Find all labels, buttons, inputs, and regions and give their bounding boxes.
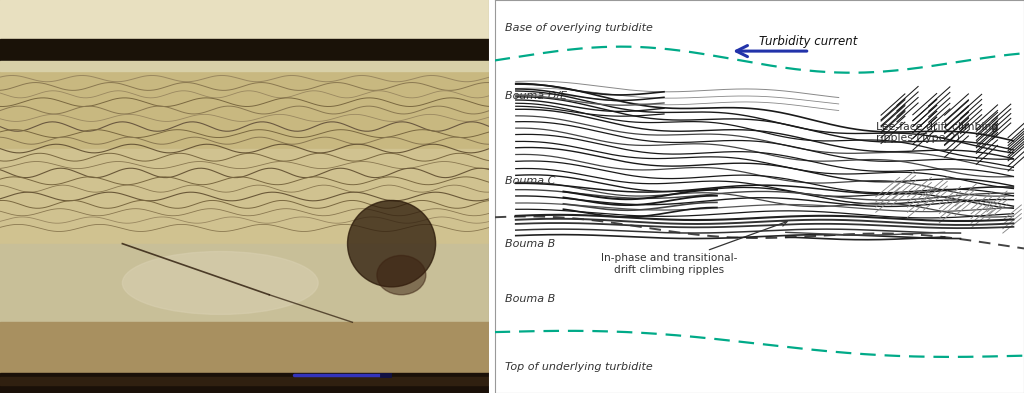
- Bar: [0, 322, 489, 373]
- Text: Base of overlying turbidite: Base of overlying turbidite: [505, 22, 653, 33]
- Bar: [0, 39, 489, 61]
- Bar: [0, 373, 489, 393]
- Text: Turbidity current: Turbidity current: [760, 35, 858, 48]
- Bar: [0, 61, 489, 71]
- Ellipse shape: [122, 252, 318, 314]
- Bar: [0, 149, 489, 244]
- Text: Top of underlying turbidite: Top of underlying turbidite: [505, 362, 653, 373]
- Ellipse shape: [377, 255, 426, 295]
- Bar: [0, 71, 489, 149]
- Bar: [0, 377, 489, 385]
- Text: Bouma D/E: Bouma D/E: [505, 91, 567, 101]
- Bar: [0, 0, 489, 39]
- Text: Lee-face drift climbing
ripples (Type 2): Lee-face drift climbing ripples (Type 2): [876, 122, 998, 143]
- Text: Bouma B: Bouma B: [505, 294, 555, 304]
- Bar: [0, 244, 489, 322]
- Text: Bouma B: Bouma B: [505, 239, 555, 249]
- Text: Bouma C: Bouma C: [505, 176, 556, 186]
- Text: In-phase and transitional-
drift climbing ripples: In-phase and transitional- drift climbin…: [601, 221, 787, 275]
- Ellipse shape: [347, 200, 435, 287]
